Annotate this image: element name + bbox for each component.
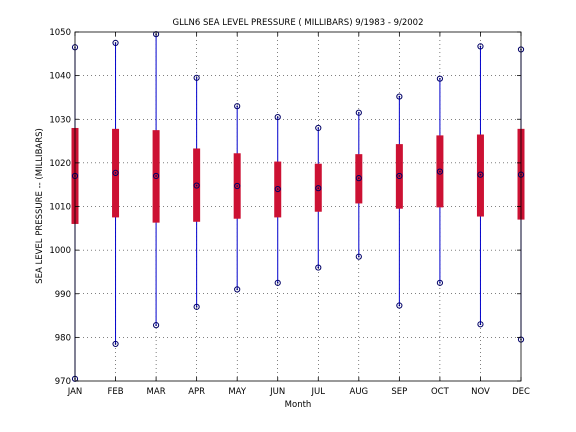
mean-marker	[234, 182, 241, 190]
mean-marker-dot	[276, 188, 279, 190]
x-tick-label: JUL	[311, 387, 326, 397]
min-marker	[315, 264, 322, 271]
y-tick-label: 970	[55, 377, 71, 387]
min-marker-dot	[114, 343, 117, 345]
min-marker-dot	[236, 288, 238, 291]
month-group-oct	[436, 75, 444, 286]
min-marker-dot	[276, 282, 279, 284]
max-marker	[274, 113, 281, 121]
max-marker	[193, 74, 200, 81]
mean-marker	[477, 171, 484, 178]
mean-marker	[315, 185, 322, 192]
mean-marker	[355, 175, 362, 182]
mean-marker-dot	[317, 187, 320, 189]
y-axis-label: SEA LEVEL PRESSURE -- (MILLIBARS)	[35, 128, 45, 284]
max-marker-dot	[439, 77, 441, 80]
y-tick-label: 1010	[49, 203, 71, 213]
y-tick-label: 1040	[49, 72, 71, 82]
x-tick-label: MAR	[147, 387, 166, 397]
max-marker	[315, 124, 322, 132]
mean-marker	[436, 168, 444, 175]
max-marker	[396, 93, 403, 100]
min-marker-dot	[398, 304, 401, 307]
min-marker	[112, 340, 119, 348]
min-marker-dot	[155, 324, 157, 326]
y-tick-label: 980	[55, 333, 71, 343]
x-tick-label: JAN	[67, 387, 83, 397]
y-tick-label: 1050	[49, 28, 71, 38]
mean-marker	[152, 172, 160, 180]
x-axis-label: Month	[285, 400, 312, 410]
x-tick-label: APR	[188, 387, 205, 397]
max-marker	[152, 31, 160, 38]
mean-marker-dot	[439, 170, 441, 173]
mean-marker-dot	[195, 184, 198, 187]
plot-background	[75, 32, 521, 381]
min-marker	[355, 253, 362, 260]
max-marker-dot	[276, 116, 279, 118]
min-marker-dot	[195, 306, 198, 308]
max-marker	[355, 109, 362, 116]
y-tick-label: 1030	[49, 115, 71, 125]
max-marker-dot	[479, 45, 482, 48]
min-marker-dot	[479, 323, 482, 326]
max-marker-dot	[195, 77, 198, 79]
min-marker-dot	[358, 255, 360, 258]
max-marker	[477, 43, 484, 50]
mean-marker	[112, 169, 119, 177]
month-group-jul	[314, 124, 322, 271]
x-tick-label: JUN	[269, 387, 285, 397]
max-marker	[436, 75, 444, 82]
min-marker-dot	[317, 266, 320, 269]
mean-marker	[193, 182, 200, 189]
max-marker-dot	[236, 105, 238, 107]
month-group-sep	[395, 93, 403, 309]
x-tick-label: NOV	[471, 387, 490, 397]
min-marker	[234, 286, 241, 293]
month-group-jun	[274, 113, 282, 286]
mean-marker-dot	[479, 173, 482, 176]
x-tick-label: DEC	[512, 387, 530, 397]
x-axis: JAN FEB MAR APR MAY JUN JUL AUG SEP OCT NOV DEC	[67, 32, 530, 397]
max-marker-dot	[114, 42, 117, 44]
min-marker	[396, 302, 403, 309]
max-marker-dot	[398, 95, 401, 98]
month-group-aug	[355, 109, 363, 260]
min-marker	[193, 303, 200, 310]
mean-marker	[274, 185, 281, 193]
x-tick-label: MAY	[228, 387, 246, 397]
std-box	[476, 134, 484, 217]
max-marker	[234, 103, 241, 110]
min-marker-dot	[439, 282, 441, 284]
max-marker-dot	[317, 127, 320, 129]
x-tick-label: AUG	[350, 387, 369, 397]
x-tick-label: SEP	[391, 387, 407, 397]
month-group-nov	[476, 43, 484, 328]
chart-title: GLLN6 SEA LEVEL PRESSURE ( MILLIBARS) 9/…	[172, 18, 423, 28]
max-marker-dot	[358, 111, 360, 114]
min-marker	[436, 279, 444, 286]
mean-marker-dot	[114, 172, 117, 174]
month-group-may	[233, 103, 241, 293]
mean-marker-dot	[155, 175, 157, 177]
mean-marker-dot	[398, 175, 401, 177]
max-marker	[112, 39, 119, 47]
mean-marker-dot	[236, 185, 238, 187]
y-axis: 970 980 990 1000 1010 1020 1030 1040 1050	[49, 28, 521, 387]
min-marker	[274, 279, 281, 286]
min-marker	[152, 322, 160, 329]
mean-marker	[396, 172, 403, 180]
y-tick-label: 1020	[49, 159, 71, 169]
y-tick-label: 1000	[49, 246, 71, 256]
min-marker	[477, 321, 484, 328]
x-tick-label: FEB	[107, 387, 123, 397]
month-group-feb	[112, 39, 120, 348]
month-group-apr	[193, 74, 201, 310]
y-tick-label: 990	[55, 290, 71, 300]
x-tick-label: OCT	[431, 387, 450, 397]
mean-marker-dot	[358, 177, 360, 179]
